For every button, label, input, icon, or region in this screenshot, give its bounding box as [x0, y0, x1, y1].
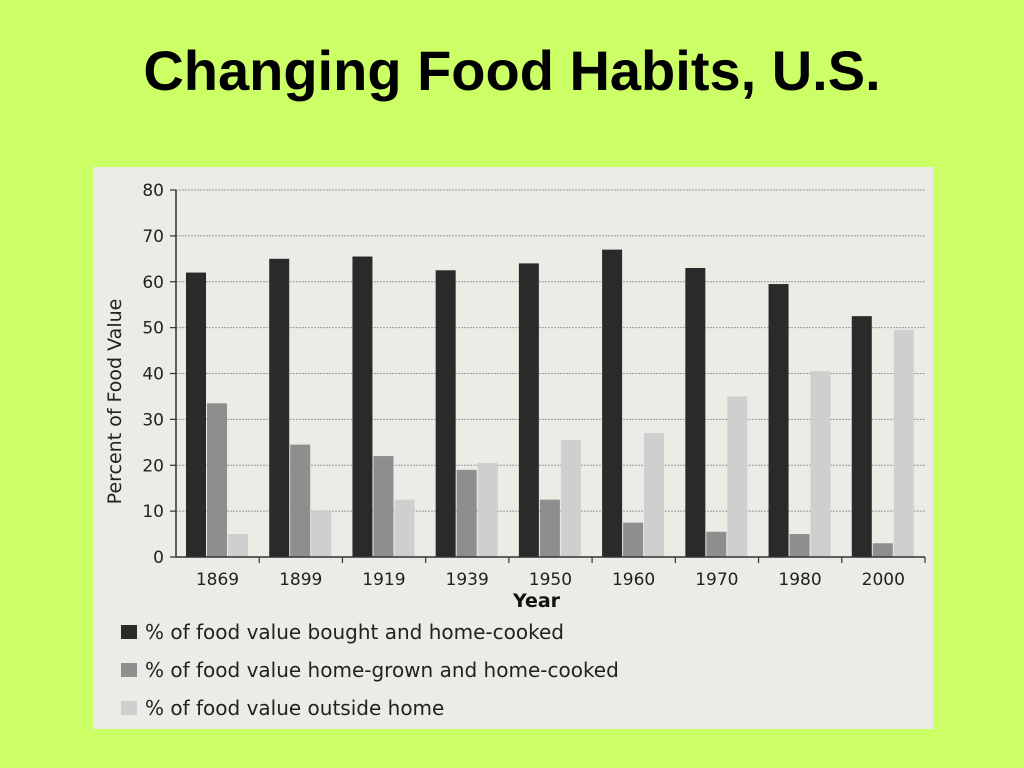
bar-3-1899	[311, 511, 332, 557]
slide-title: Changing Food Habits, U.S.	[143, 39, 881, 102]
legend-label: % of food value home-grown and home-cook…	[145, 658, 619, 682]
x-tick-label: 1869	[196, 570, 239, 590]
bar-1-2000	[851, 316, 872, 557]
y-tick-label: 40	[142, 365, 164, 385]
x-tick-label: 1980	[778, 570, 821, 590]
y-tick-label: 50	[142, 319, 164, 339]
bar-1-1899	[269, 258, 290, 557]
legend: % of food value bought and home-cooked % …	[121, 620, 619, 720]
x-tick-label: 1899	[279, 570, 322, 590]
bar-1-1950	[518, 263, 539, 557]
bar-3-1869	[228, 534, 248, 557]
bar-3-1950	[560, 440, 581, 557]
bar-2-1960	[623, 522, 644, 557]
x-axis-title: Year	[512, 590, 561, 612]
bar-1-1919	[352, 256, 373, 557]
y-tick-label: 60	[142, 273, 164, 293]
axis-labels: 0 10 20 30 40 50 60 70 80 1869 1899 1919 1939 1950 196…	[142, 181, 905, 590]
bar-1-1980	[768, 284, 789, 557]
x-tick-label: 1950	[529, 570, 572, 590]
legend-swatch	[121, 663, 137, 677]
y-tick-label: 30	[142, 410, 164, 430]
x-tick-label: 1939	[446, 570, 489, 590]
bar-1-1869	[186, 272, 206, 557]
bar-3-1960	[644, 433, 665, 557]
legend-swatch	[121, 625, 137, 639]
bar-2-1899	[290, 444, 311, 557]
bar-2-1970	[706, 531, 727, 557]
y-tick-label: 80	[142, 181, 164, 201]
bar-2-1950	[539, 499, 560, 557]
legend-swatch	[121, 701, 137, 715]
y-tick-label: 0	[153, 548, 164, 568]
x-tick-label: 1919	[362, 570, 405, 590]
bar-3-1980	[810, 371, 831, 557]
x-tick-label: 2000	[862, 570, 905, 590]
y-tick-label: 10	[142, 502, 164, 522]
bar-3-1939	[477, 462, 498, 557]
y-tick-label: 20	[142, 456, 164, 476]
bars	[186, 249, 914, 557]
legend-label: % of food value bought and home-cooked	[145, 620, 564, 644]
chart-panel: 0 10 20 30 40 50 60 70 80 1869 1899 1919 1939 1950 196…	[93, 167, 933, 729]
x-tick-label: 1960	[612, 570, 655, 590]
bar-3-2000	[893, 329, 914, 557]
y-tick-label: 70	[142, 227, 164, 247]
bar-3-1919	[394, 499, 415, 557]
bar-1-1960	[602, 249, 623, 557]
bar-1-1939	[435, 270, 456, 557]
bar-2-2000	[872, 543, 893, 557]
bar-3-1970	[727, 396, 748, 557]
bar-2-1939	[456, 469, 477, 557]
bar-2-1919	[373, 456, 394, 557]
x-tick-label: 1970	[695, 570, 738, 590]
axes	[170, 189, 926, 563]
bar-chart: 0 10 20 30 40 50 60 70 80 1869 1899 1919 1939 1950 196…	[104, 181, 926, 720]
legend-label: % of food value outside home	[145, 696, 444, 720]
bar-2-1869	[207, 403, 227, 557]
bar-2-1980	[789, 534, 810, 557]
bar-1-1970	[685, 267, 706, 557]
y-axis-title: Percent of Food Value	[104, 299, 126, 505]
